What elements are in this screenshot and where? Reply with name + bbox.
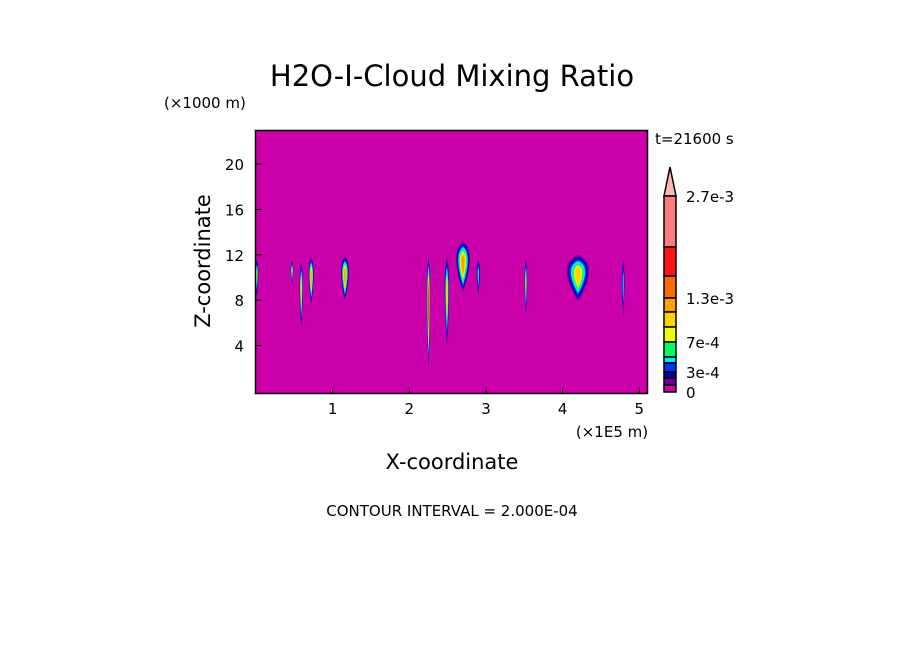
- x-axis-label: X-coordinate: [386, 450, 519, 474]
- y-tick-label: 4: [234, 338, 244, 356]
- x-tick-label: 3: [481, 400, 491, 418]
- y-tick-label: 8: [234, 292, 244, 310]
- contour-level-fill: [291, 266, 293, 278]
- colorbar-label: 0: [686, 384, 696, 402]
- cloud-feature: [444, 255, 450, 348]
- colorbar-segment: [663, 341, 677, 358]
- chart-title: H2O-I-Cloud Mixing Ratio: [270, 59, 634, 93]
- colorbar-segment: [663, 356, 677, 364]
- colorbar-segment: [663, 377, 677, 386]
- colorbar: 2.7e-3 1.3e-3 7e-4 3e-4 0: [663, 166, 734, 402]
- colorbar-label: 1.3e-3: [686, 290, 734, 308]
- plot-area: [255, 130, 648, 394]
- y-axis-label: Z-coordinate: [191, 194, 215, 328]
- contour-level-fill: [575, 267, 581, 286]
- colorbar-segment: [663, 311, 677, 328]
- contour-level-fill: [477, 267, 479, 287]
- contour-level-fill: [461, 255, 465, 275]
- cloud-feature: [308, 257, 314, 305]
- cloud-feature: [476, 259, 480, 297]
- contour-level-fill: [525, 272, 527, 299]
- x-unit-label: (×1E5 m): [576, 423, 648, 441]
- x-tick-label: 5: [635, 400, 645, 418]
- plot-frame: [254, 129, 649, 395]
- colorbar-segment: [663, 384, 677, 393]
- cloud-feature: [566, 254, 590, 302]
- y-tick-label: 20: [225, 156, 244, 174]
- cloud-feature: [621, 259, 625, 320]
- contour-level-fill: [310, 270, 312, 289]
- cloud-feature: [456, 241, 470, 293]
- y-tick-label: 16: [225, 201, 244, 219]
- cloud-feature: [299, 261, 303, 329]
- y-unit-label: (×1000 m): [164, 94, 246, 112]
- colorbar-segment: [663, 246, 677, 277]
- cloud-feature: [426, 254, 431, 371]
- colorbar-extend-triangle: [663, 166, 677, 197]
- colorbar-segment: [663, 362, 677, 373]
- y-tick-label: 12: [225, 247, 244, 265]
- cloud-feature: [524, 258, 528, 318]
- time-label: t=21600 s: [655, 130, 734, 148]
- colorbar-segment: [663, 297, 677, 313]
- colorbar-segment: [663, 275, 677, 299]
- contour-level-fill: [428, 287, 429, 328]
- x-tick-label: 4: [558, 400, 568, 418]
- x-tick-label: 1: [328, 400, 338, 418]
- contour-level-fill: [344, 268, 346, 286]
- colorbar-label: 7e-4: [686, 334, 720, 352]
- contour-level-fill: [622, 271, 624, 304]
- colorbar-label: 3e-4: [686, 364, 720, 382]
- cloud-feature: [340, 255, 349, 302]
- colorbar-segment: [663, 326, 677, 343]
- colorbar-label: 2.7e-3: [686, 188, 734, 206]
- x-tick-label: 2: [405, 400, 415, 418]
- colorbar-segment: [663, 371, 677, 379]
- cloud-feature: [290, 260, 294, 286]
- contour-level-fill: [256, 268, 258, 285]
- contour-level-fill: [446, 280, 448, 317]
- colorbar-segment: [663, 195, 677, 248]
- contour-level-fill: [300, 279, 302, 306]
- field-background: [255, 130, 648, 394]
- contour-interval-footer: CONTOUR INTERVAL = 2.000E-04: [326, 502, 577, 520]
